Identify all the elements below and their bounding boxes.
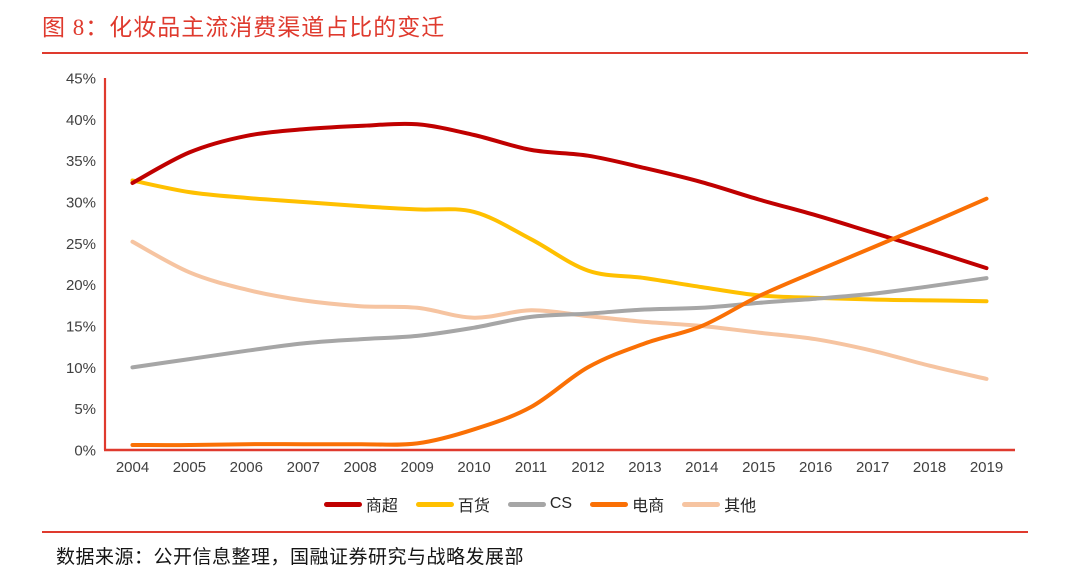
y-axis-tick-20%: 20% xyxy=(66,277,96,294)
legend-item-department-store: 百货 xyxy=(415,492,490,516)
x-axis-tick-2015: 2015 xyxy=(742,459,775,476)
y-axis-tick-25%: 25% xyxy=(66,236,96,253)
series-line-cs xyxy=(130,276,989,370)
legend-item-others: 其他 xyxy=(682,492,756,516)
legend-item-cs: CS xyxy=(507,495,573,513)
series-line-supermarket xyxy=(130,121,989,271)
x-axis-tick-2007: 2007 xyxy=(287,459,320,476)
x-axis-tick-2009: 2009 xyxy=(401,459,434,476)
x-axis-tick-2017: 2017 xyxy=(856,459,889,476)
source-note: 数据来源：公开信息整理，国融证券研究与战略发展部 xyxy=(56,547,525,568)
legend-label-others: 其他 xyxy=(724,498,757,515)
legend-label-supermarket: 商超 xyxy=(365,498,398,515)
y-axis-tick-10%: 10% xyxy=(66,360,96,377)
legend-swatch-department-store xyxy=(415,501,454,507)
x-axis-tick-2004: 2004 xyxy=(116,459,149,476)
series-line-others xyxy=(130,239,989,381)
channel-share-line-chart: 0% 5% 10% 15% 20% 25% 30% 35% 40% 45% 2004 2005 2006… xyxy=(66,71,1015,476)
y-axis-tick-35%: 35% xyxy=(66,153,96,170)
legend-swatch-ecommerce xyxy=(590,501,629,507)
series-line-department-store xyxy=(130,178,989,304)
legend-item-ecommerce: 电商 xyxy=(590,492,664,516)
x-axis-tick-2006: 2006 xyxy=(230,459,263,476)
x-axis-tick-2019: 2019 xyxy=(970,459,1003,476)
legend-label-ecommerce: 电商 xyxy=(632,498,665,515)
figure-title: 图 8：化妆品主流消费渠道占比的变迁 xyxy=(42,15,446,40)
x-axis-tick-2010: 2010 xyxy=(457,459,490,476)
legend-swatch-cs xyxy=(507,501,546,507)
series-line-ecommerce xyxy=(130,196,989,448)
legend-swatch-supermarket xyxy=(323,501,362,507)
y-axis-tick-40%: 40% xyxy=(66,112,96,129)
x-axis-tick-2012: 2012 xyxy=(571,459,604,476)
title-underline-rule xyxy=(42,52,1028,55)
y-axis-tick-15%: 15% xyxy=(66,319,96,336)
y-axis-tick-5%: 5% xyxy=(74,401,96,418)
x-axis-tick-2013: 2013 xyxy=(628,459,661,476)
y-axis-tick-45%: 45% xyxy=(66,71,96,88)
legend-item-supermarket: 商超 xyxy=(323,492,398,516)
chart-legend: 商超 百货 CS 电商 其他 xyxy=(0,493,1080,515)
legend-label-department-store: 百货 xyxy=(457,498,490,515)
x-axis-tick-2014: 2014 xyxy=(685,459,718,476)
footer-separator-rule xyxy=(42,531,1028,534)
x-axis-tick-2008: 2008 xyxy=(344,459,377,476)
y-axis-tick-30%: 30% xyxy=(66,195,96,212)
x-axis-tick-2005: 2005 xyxy=(173,459,206,476)
x-axis-tick-2016: 2016 xyxy=(799,459,832,476)
legend-label-cs: CS xyxy=(549,495,573,512)
y-axis-tick-0%: 0% xyxy=(74,443,96,460)
legend-swatch-others xyxy=(682,501,721,507)
x-axis-tick-2011: 2011 xyxy=(515,459,547,476)
x-axis-tick-2018: 2018 xyxy=(913,459,946,476)
